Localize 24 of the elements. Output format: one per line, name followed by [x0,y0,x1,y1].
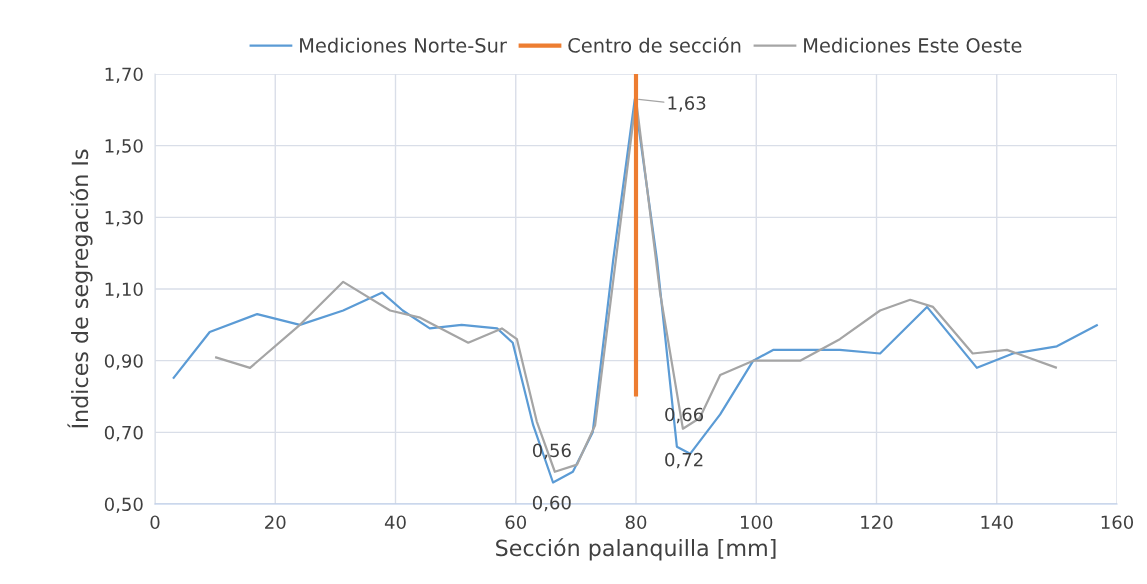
x-tick-label: 20 [265,515,286,530]
annotation: 0,72 [665,452,703,469]
x-tick-label: 0 [150,515,160,530]
legend-label: Centro de sección [568,36,741,53]
x-tick-label: 60 [505,515,527,530]
y-tick-label: 1,70 [105,67,143,83]
x-tick-label: 80 [625,515,647,530]
y-tick-label: 1,30 [105,210,143,227]
y-tick-label: 0,50 [104,497,143,513]
x-tick-label: 40 [384,515,406,530]
y-tick-label: 1,10 [105,282,143,298]
annotation: 1,63 [668,96,706,112]
y-tick-label: 0,70 [104,425,143,442]
x-tick-label: 120 [861,515,893,530]
y-tick-label: 1,50 [105,139,143,155]
x-tick-label: 140 [981,515,1013,530]
x-tick-label: 100 [741,515,773,530]
legend-label: Mediciones Este Oeste [804,37,1022,53]
y-tick-label: 0,90 [104,354,143,370]
annotation: 0,60 [532,495,571,512]
legend-label: Mediciones Norte-Sur [300,37,507,53]
x-axis-title: Sección palanquilla [mm] [496,538,776,561]
x-tick-label: 160 [1101,515,1134,530]
y-axis-title: Índices de segregación Is [67,149,93,428]
